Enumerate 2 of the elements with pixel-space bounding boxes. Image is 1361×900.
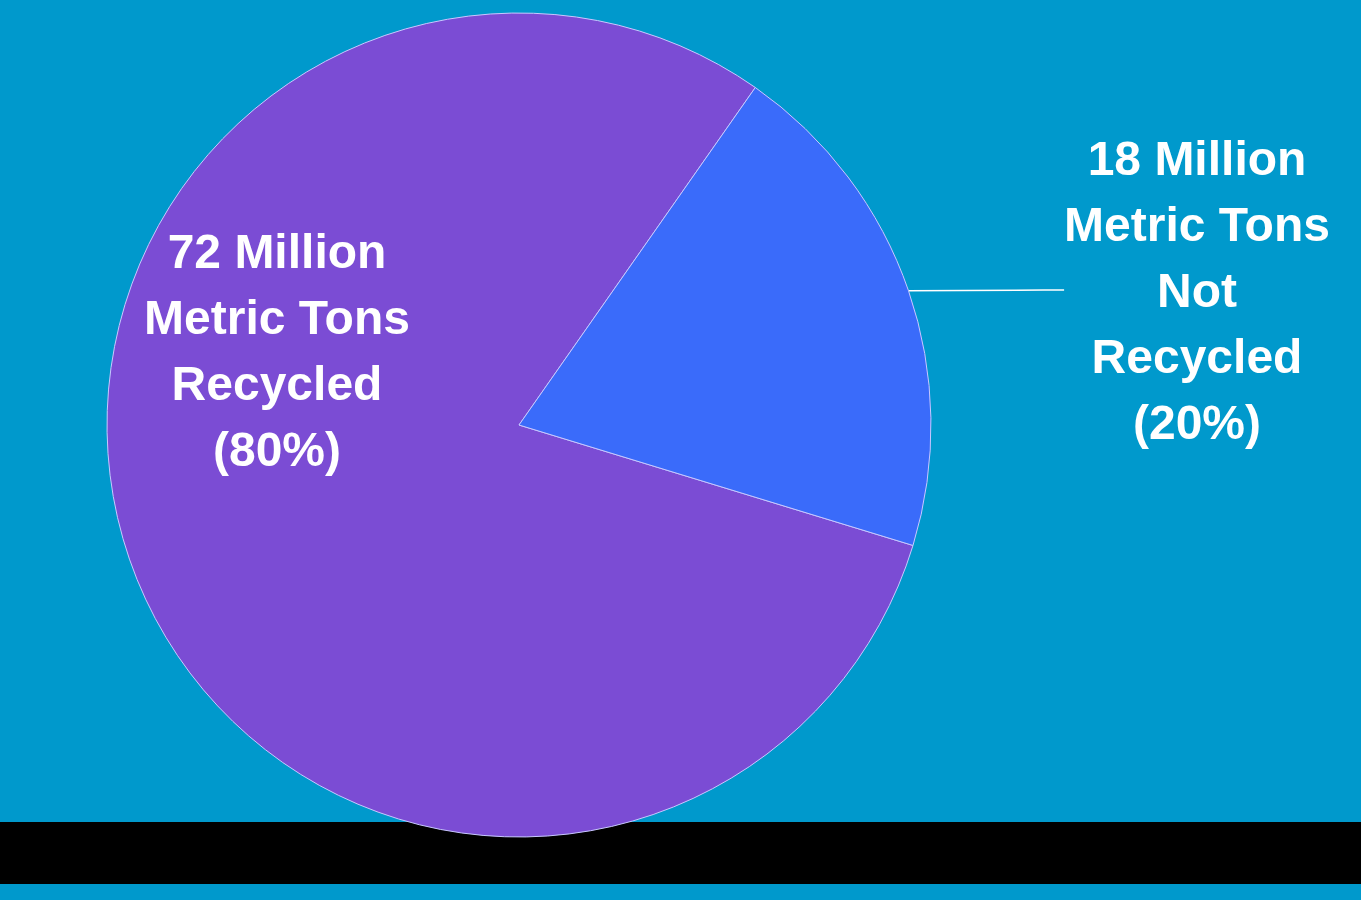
data-label: 72 Million Metric Tons Recycled (80%) bbox=[144, 224, 410, 476]
data-label: 18 Million Metric Tons Not Recycled (20%) bbox=[1064, 131, 1330, 449]
